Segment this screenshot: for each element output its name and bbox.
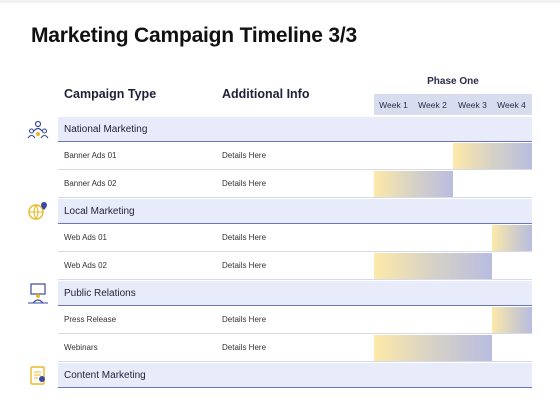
section-label: Public Relations [64,288,136,299]
document-icon [30,366,45,385]
people-network-icon [27,120,49,139]
row-campaign-type: Web Ads 02 [64,261,107,270]
table-row: Banner Ads 01 Details Here [58,142,532,170]
campaign-type-header: Campaign Type [64,87,157,101]
timeline-bar-webinars [374,335,492,361]
timeline-bar-banner-ads-01 [453,143,532,169]
table-row: Webinars Details Here [58,334,532,362]
additional-info-header: Additional Info [222,87,310,101]
table-row: Web Ads 01 Details Here [58,224,532,252]
row-additional-info: Details Here [222,179,267,188]
row-campaign-type: Webinars [64,343,98,352]
table-row: Banner Ads 02 Details Here [58,170,532,198]
section-national-marketing: National Marketing [58,117,532,142]
section-label: Local Marketing [64,206,135,217]
phase-one-header: Phase One [427,76,479,87]
row-campaign-type: Web Ads 01 [64,233,107,242]
row-campaign-type: Banner Ads 01 [64,151,117,160]
row-campaign-type: Banner Ads 02 [64,179,117,188]
week-1-header: Week 1 [379,100,408,110]
table-row: Web Ads 02 Details Here [58,252,532,280]
timeline-bar-press-release [492,307,532,333]
row-additional-info: Details Here [222,151,267,160]
page-title: Marketing Campaign Timeline 3/3 [31,24,358,47]
section-label: Content Marketing [64,370,146,381]
section-public-relations: Public Relations [58,281,532,306]
top-border [0,0,560,3]
timeline-bar-banner-ads-02 [374,171,453,197]
presenter-icon [28,283,48,304]
week-3-header: Week 3 [458,100,487,110]
week-4-header: Week 4 [497,100,526,110]
section-local-marketing: Local Marketing [58,199,532,224]
globe-pin-icon [28,202,47,220]
timeline-bar-web-ads-01 [492,225,532,251]
row-campaign-type: Press Release [64,315,117,324]
row-additional-info: Details Here [222,233,267,242]
week-header-band [374,94,532,115]
row-additional-info: Details Here [222,315,267,324]
row-additional-info: Details Here [222,343,267,352]
table-row: Press Release Details Here [58,306,532,334]
week-2-header: Week 2 [418,100,447,110]
section-content-marketing: Content Marketing [58,363,532,388]
timeline-bar-web-ads-02 [374,253,492,279]
section-label: National Marketing [64,124,148,135]
row-additional-info: Details Here [222,261,267,270]
